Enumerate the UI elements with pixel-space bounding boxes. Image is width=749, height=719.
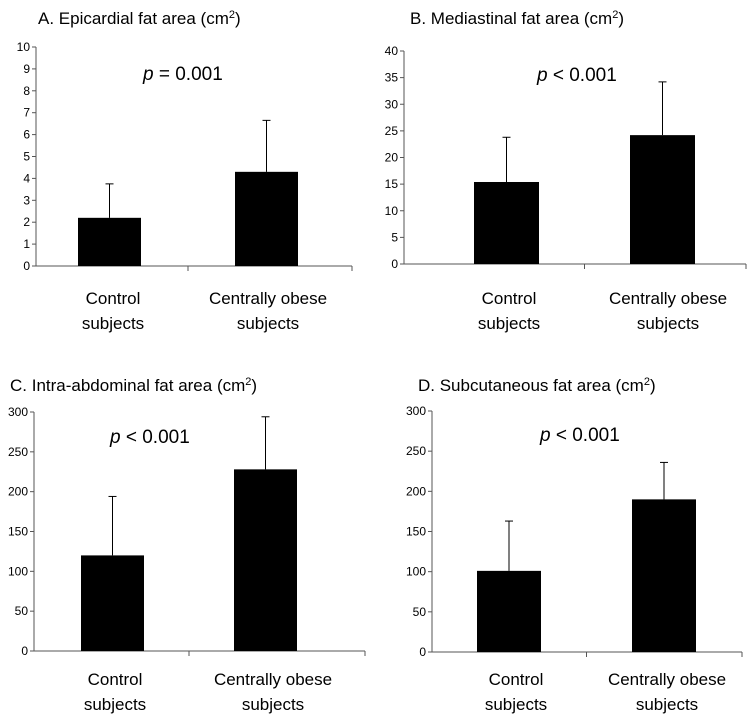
p-value-annotation: p < 0.001 bbox=[109, 427, 190, 448]
chart-title: B. Mediastinal fat area (cm2) bbox=[410, 9, 624, 28]
y-tick-label: 200 bbox=[406, 484, 426, 498]
y-tick-label: 0 bbox=[391, 257, 398, 271]
x-category-label: subjects bbox=[636, 695, 698, 714]
y-tick-label: 150 bbox=[406, 525, 426, 539]
y-tick-label: 4 bbox=[23, 171, 30, 185]
x-category-label: Centrally obese bbox=[214, 670, 332, 689]
y-tick-label: 150 bbox=[8, 525, 28, 539]
y-tick-label: 300 bbox=[406, 404, 426, 418]
p-value-annotation: p = 0.001 bbox=[142, 64, 223, 85]
y-tick-label: 100 bbox=[406, 565, 426, 579]
y-tick-label: 50 bbox=[413, 605, 427, 619]
x-category-label: Control bbox=[489, 670, 544, 689]
chart-panel-1: A. Epicardial fat area (cm2) 0 1 2 3 4 5 6 7 8 9 10… bbox=[17, 9, 353, 333]
x-category-label: Centrally obese bbox=[209, 289, 327, 308]
chart-title: C. Intra-abdominal fat area (cm2) bbox=[10, 376, 257, 395]
x-category-label: Control bbox=[88, 670, 143, 689]
p-value-annotation: p < 0.001 bbox=[536, 65, 617, 86]
y-tick-label: 10 bbox=[385, 204, 399, 218]
y-tick-label: 5 bbox=[391, 230, 398, 244]
bar bbox=[477, 570, 541, 652]
y-tick-label: 10 bbox=[17, 40, 31, 54]
x-category-label: subjects bbox=[84, 695, 146, 714]
bar bbox=[235, 171, 298, 266]
chart-panel-3: C. Intra-abdominal fat area (cm2) 0 50 100 1… bbox=[8, 376, 366, 714]
y-tick-label: 2 bbox=[23, 215, 30, 229]
y-tick-label: 250 bbox=[8, 445, 28, 459]
chart-title: A. Epicardial fat area (cm2) bbox=[38, 9, 241, 28]
p-value-annotation: p < 0.001 bbox=[539, 425, 620, 446]
x-category-label: subjects bbox=[637, 314, 699, 333]
y-tick-label: 20 bbox=[385, 151, 399, 165]
y-tick-label: 35 bbox=[385, 71, 399, 85]
y-tick-label: 8 bbox=[23, 84, 30, 98]
y-tick-label: 300 bbox=[8, 405, 28, 419]
chart-title: D. Subcutaneous fat area (cm2) bbox=[418, 376, 656, 395]
y-tick-label: 25 bbox=[385, 124, 399, 138]
x-category-label: Centrally obese bbox=[608, 670, 726, 689]
y-tick-label: 0 bbox=[419, 645, 426, 659]
x-category-label: Control bbox=[86, 289, 141, 308]
bar bbox=[234, 469, 297, 651]
y-tick-label: 7 bbox=[23, 106, 30, 120]
y-tick-label: 100 bbox=[8, 564, 28, 578]
y-tick-label: 0 bbox=[23, 259, 30, 273]
y-tick-label: 0 bbox=[21, 644, 28, 658]
x-category-label: subjects bbox=[242, 695, 304, 714]
y-tick-label: 30 bbox=[385, 97, 399, 111]
y-tick-label: 6 bbox=[23, 128, 30, 142]
y-tick-label: 15 bbox=[385, 177, 399, 191]
y-tick-label: 5 bbox=[23, 150, 30, 164]
bar bbox=[81, 555, 144, 651]
bar bbox=[632, 499, 696, 652]
y-tick-label: 3 bbox=[23, 193, 30, 207]
y-tick-label: 40 bbox=[385, 44, 399, 58]
bar bbox=[474, 181, 539, 264]
x-category-label: subjects bbox=[237, 314, 299, 333]
x-category-label: subjects bbox=[478, 314, 540, 333]
y-tick-label: 50 bbox=[15, 604, 29, 618]
y-tick-label: 1 bbox=[23, 237, 30, 251]
x-category-label: Centrally obese bbox=[609, 289, 727, 308]
y-tick-label: 200 bbox=[8, 485, 28, 499]
y-tick-label: 250 bbox=[406, 444, 426, 458]
x-category-label: Control bbox=[482, 289, 537, 308]
y-tick-label: 9 bbox=[23, 62, 30, 76]
chart-panel-2: B. Mediastinal fat area (cm2) 0 5 10 15 20 25 3… bbox=[385, 9, 747, 333]
x-category-label: subjects bbox=[485, 695, 547, 714]
bar bbox=[630, 135, 695, 264]
x-category-label: subjects bbox=[82, 314, 144, 333]
chart-panel-4: D. Subcutaneous fat area (cm2) 0 50 100 150 2… bbox=[406, 376, 743, 714]
bar bbox=[78, 217, 141, 266]
